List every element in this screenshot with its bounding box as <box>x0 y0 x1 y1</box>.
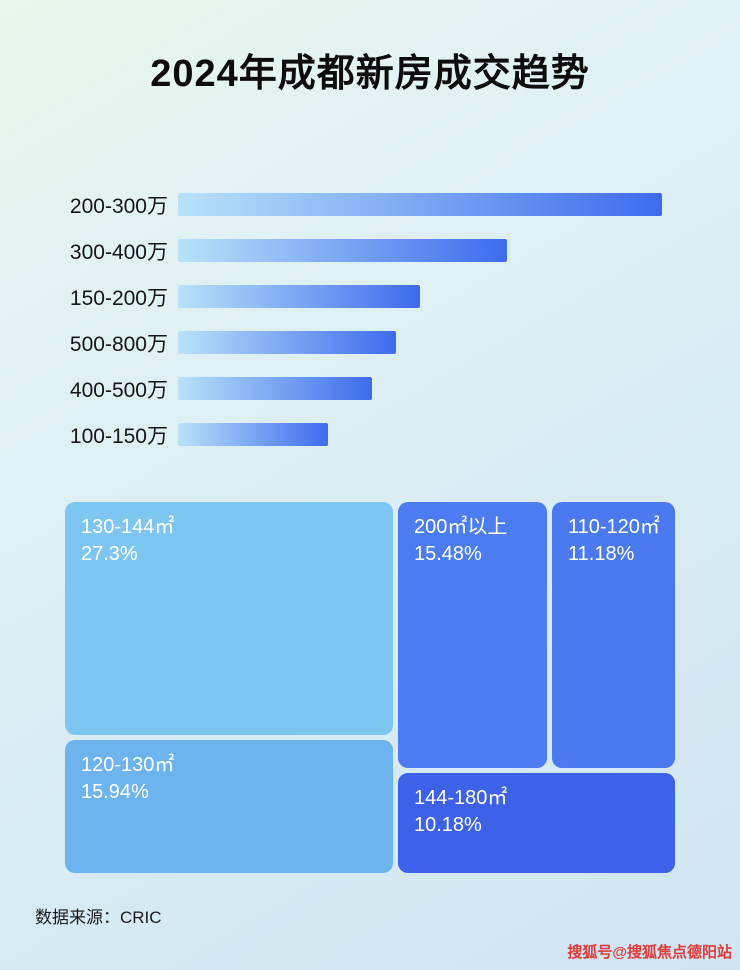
treemap-block: 120-130㎡ 15.94% <box>65 740 393 873</box>
treemap-label: 130-144㎡ <box>81 516 175 538</box>
treemap-label: 144-180㎡ <box>414 787 508 809</box>
treemap-value: 27.3% <box>81 543 138 565</box>
bar-label: 400-500万 <box>69 378 168 402</box>
treemap-value: 10.18% <box>414 814 482 836</box>
treemap-label: 200㎡以上 <box>414 516 508 538</box>
bar-row: 100-150万 <box>52 423 662 448</box>
bar-track <box>178 377 662 400</box>
page-title: 2024年成都新房成交趋势 <box>150 53 590 95</box>
bar-label: 300-400万 <box>69 240 168 264</box>
bar-row: 150-200万 <box>52 285 662 310</box>
bar-track <box>178 423 662 446</box>
bar <box>178 423 329 446</box>
treemap-block: 200㎡以上 15.48% <box>398 502 547 768</box>
bar-track <box>178 285 662 308</box>
data-source-note: 数据来源：CRIC <box>35 908 162 927</box>
bar-label: 150-200万 <box>69 286 168 310</box>
treemap-block: 144-180㎡ 10.18% <box>398 773 675 873</box>
bar-row: 500-800万 <box>52 331 662 356</box>
bar <box>178 285 420 308</box>
bar <box>178 377 372 400</box>
treemap-value: 11.18% <box>568 543 635 565</box>
bar-track <box>178 239 662 262</box>
bar-track <box>178 331 662 354</box>
treemap-label: 120-130㎡ <box>81 754 175 776</box>
price-range-bar-chart: 200-300万 300-400万 150-200万 500-800万 400-… <box>0 193 740 448</box>
treemap-block: 110-120㎡ 11.18% <box>552 502 675 768</box>
bar-row: 400-500万 <box>52 377 662 402</box>
treemap-block: 130-144㎡ 27.3% <box>65 502 393 735</box>
watermark: 搜狐号@搜狐焦点德阳站 <box>567 944 732 961</box>
treemap-label: 110-120㎡ <box>568 516 660 538</box>
bar-track <box>178 193 662 216</box>
bar-row: 300-400万 <box>52 239 662 264</box>
bar-label: 100-150万 <box>69 424 168 448</box>
bar-label: 200-300万 <box>69 194 168 218</box>
bar-label: 500-800万 <box>69 332 168 356</box>
treemap-value: 15.94% <box>81 781 149 803</box>
bar <box>178 331 396 354</box>
bar <box>178 239 508 262</box>
bar <box>178 193 662 216</box>
bar-row: 200-300万 <box>52 193 662 218</box>
treemap-value: 15.48% <box>414 543 482 565</box>
area-share-treemap: 130-144㎡ 27.3% 120-130㎡ 15.94% 200㎡以上 15… <box>65 502 675 873</box>
